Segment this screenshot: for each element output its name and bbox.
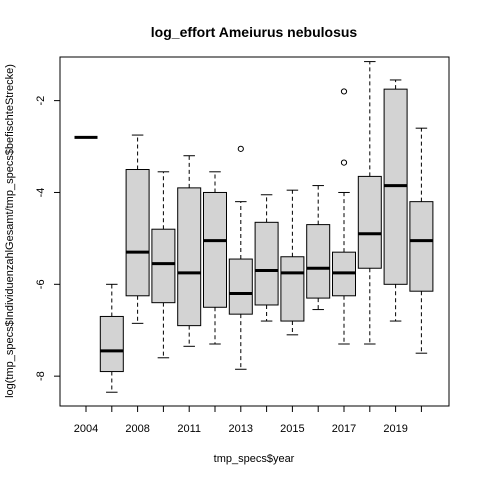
iqr-box [99,315,124,373]
iqr-box [228,258,253,315]
box-6 [228,145,253,370]
box-group [74,61,434,393]
iqr-box [357,175,382,269]
iqr-box [409,201,434,292]
box-8 [280,189,305,336]
box-10 [332,88,356,345]
x-tick-label: 2015 [280,423,304,435]
y-tick-label: -8 [35,371,47,381]
x-tick-label: 2011 [177,423,201,435]
iqr-box [254,221,279,306]
chart-title: log_effort Ameiurus nebulosus [151,24,358,40]
x-tick-label: 2013 [229,423,253,435]
y-tick-label: -6 [35,279,47,289]
y-tick-label: -4 [35,188,47,198]
x-tick-label: 2008 [125,423,149,435]
x-tick-label: 2004 [74,423,98,435]
outlier-point [237,145,244,152]
y-axis: -8 -6 -4 -2 [35,96,61,381]
iqr-box [125,169,150,297]
box-12 [383,79,408,322]
iqr-box [151,228,176,304]
y-tick-label: -2 [35,96,47,106]
iqr-box [177,187,202,327]
iqr-box [203,191,227,308]
iqr-box [280,256,305,322]
y-axis-label: log(tmp_specs$IndividuenzahlGesamt/tmp_s… [4,64,16,398]
box-1 [99,283,124,393]
box-3 [151,171,176,359]
box-4 [177,155,202,347]
outlier-point [340,88,348,95]
x-axis-label: tmp_specs$year [214,453,295,465]
box-13 [409,127,434,354]
box-5 [203,171,227,345]
box-11 [357,61,382,345]
box-2 [125,134,150,324]
x-axis: 2004 2008 2011 2013 2015 2017 2019 [74,405,422,435]
x-tick-label: 2017 [332,423,356,435]
x-tick-label: 2019 [383,423,407,435]
iqr-box [306,224,331,299]
outlier-point [340,159,348,166]
box-7 [254,194,279,322]
box-9 [306,185,331,311]
